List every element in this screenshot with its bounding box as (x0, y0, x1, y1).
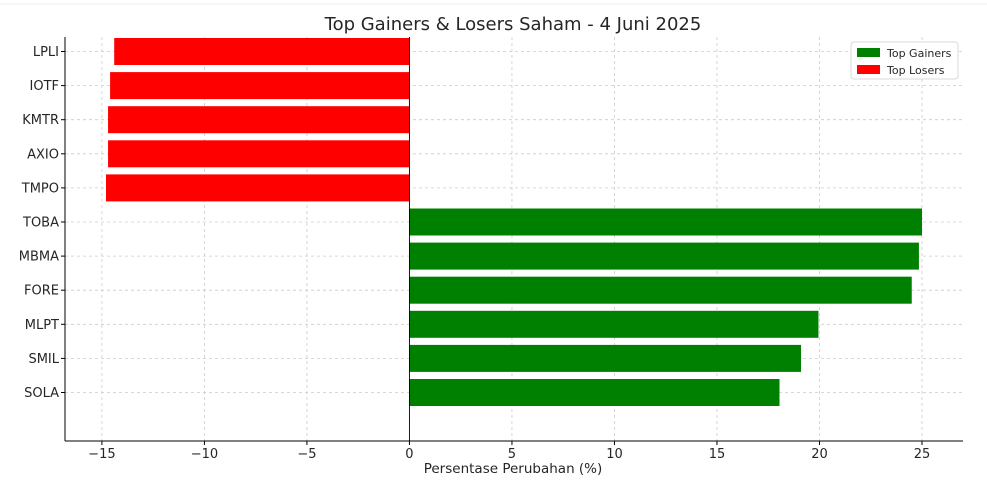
x-tick-label: 20 (811, 447, 828, 462)
x-tick-label: 5 (508, 447, 516, 462)
x-axis-label: Persentase Perubahan (%) (424, 461, 603, 477)
bar-lpli (114, 38, 410, 65)
y-tick-label: TOBA (22, 216, 59, 231)
y-tick-label: AXIO (27, 147, 59, 162)
x-tick-label: −5 (297, 447, 316, 462)
y-tick-label: LPLI (33, 45, 59, 60)
bar-smil (409, 344, 802, 372)
y-tick-label: MLPT (25, 318, 59, 333)
y-tick-label: KMTR (22, 113, 59, 128)
legend-swatch (857, 65, 880, 74)
bar-sola (409, 379, 780, 406)
y-tick-label: SMIL (28, 352, 59, 367)
bar-axio (108, 140, 410, 168)
bar-toba (409, 208, 922, 236)
x-tick-label: −15 (88, 447, 115, 462)
bar-mlpt (409, 310, 819, 338)
x-tick-label: −10 (191, 447, 218, 462)
y-tick-label: SOLA (24, 386, 59, 401)
x-tick-label: 15 (709, 447, 726, 462)
legend-swatch (857, 48, 880, 57)
bar-tmpo (106, 174, 410, 202)
bar-fore (409, 276, 912, 304)
y-tick-label: IOTF (30, 79, 60, 94)
bars (106, 38, 922, 406)
x-tick-label: 25 (914, 447, 931, 462)
bar-mbma (409, 242, 919, 270)
axes (61, 37, 963, 445)
x-tick-label: 10 (606, 447, 623, 462)
legend: Top Gainers Top Losers (850, 41, 959, 80)
legend-label: Top Losers (886, 64, 945, 77)
bar-iotf (110, 72, 410, 100)
tick-labels: −15 −10 −5 0 5 10 15 20 25 SOLA SMIL MLPT FORE MBMA TO… (19, 45, 931, 462)
chart-title: Top Gainers & Losers Saham - 4 Juni 2025 (324, 14, 702, 35)
y-tick-label: MBMA (19, 250, 59, 265)
y-tick-label: FORE (24, 284, 59, 299)
legend-label: Top Gainers (886, 47, 952, 60)
y-tick-label: TMPO (21, 181, 59, 196)
x-tick-label: 0 (405, 447, 413, 462)
bar-kmtr (108, 106, 410, 134)
